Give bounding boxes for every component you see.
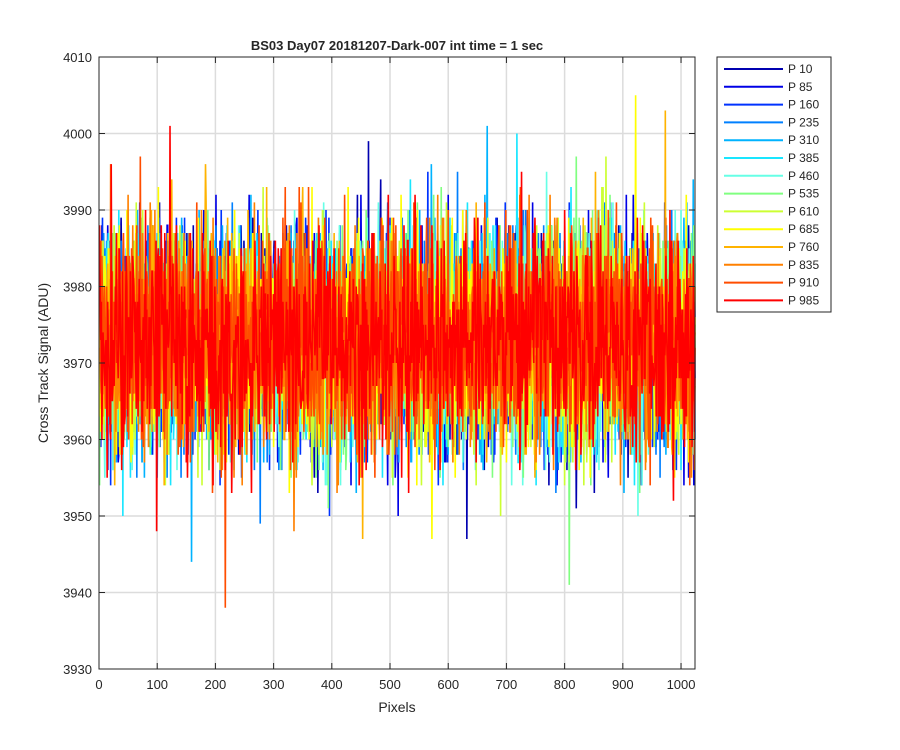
legend-label: P 10 (788, 62, 813, 76)
x-tick-label: 400 (321, 677, 343, 692)
x-tick-label: 300 (263, 677, 285, 692)
legend-label: P 835 (788, 258, 819, 272)
x-axis-label: Pixels (378, 699, 415, 715)
x-tick-label: 200 (205, 677, 227, 692)
y-tick-label: 3940 (63, 586, 92, 601)
legend-label: P 385 (788, 151, 819, 165)
x-tick-label: 800 (554, 677, 576, 692)
series-line-p-985 (98, 125, 696, 532)
legend: P 10 P 85 P 160 P 235 P 310 P 385 P 460 P 535 P … (716, 56, 832, 313)
legend-label: P 160 (788, 98, 819, 112)
x-tick-label: 100 (146, 677, 168, 692)
x-tick-label: 500 (379, 677, 401, 692)
ticks: 0 100 200 300 400 500 600 700 800 900 1000 3930 3940… (63, 50, 695, 692)
y-tick-label: 4010 (63, 50, 92, 65)
x-tick-label: 700 (496, 677, 518, 692)
legend-label: P 985 (788, 293, 819, 307)
y-tick-label: 3960 (63, 433, 92, 448)
y-tick-label: 3970 (63, 356, 92, 371)
legend-label: P 85 (788, 80, 813, 94)
series-layer (98, 95, 696, 608)
legend-label: P 460 (788, 169, 819, 183)
x-tick-label: 0 (95, 677, 102, 692)
y-tick-label: 3930 (63, 662, 92, 677)
legend-label: P 310 (788, 133, 819, 147)
y-tick-label: 4000 (63, 127, 92, 142)
legend-label: P 610 (788, 204, 819, 218)
chart-title: BS03 Day07 20181207-Dark-007 int time = … (251, 38, 543, 53)
y-axis-label: Cross Track Signal (ADU) (35, 283, 51, 443)
x-tick-label: 600 (437, 677, 459, 692)
legend-label: P 760 (788, 240, 819, 254)
legend-label: P 535 (788, 187, 819, 201)
y-tick-label: 3990 (63, 203, 92, 218)
legend-box (716, 56, 832, 313)
legend-label: P 685 (788, 222, 819, 236)
y-tick-label: 3950 (63, 509, 92, 524)
y-tick-label: 3980 (63, 280, 92, 295)
legend-label: P 235 (788, 115, 819, 129)
legend-label: P 910 (788, 276, 819, 290)
x-tick-label: 1000 (667, 677, 696, 692)
x-tick-label: 900 (612, 677, 634, 692)
